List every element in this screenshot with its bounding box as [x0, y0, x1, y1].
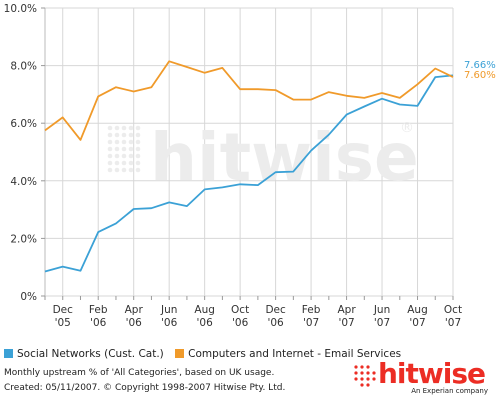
- x-tick-label-year: '07: [338, 317, 354, 329]
- watermark-dot: [135, 146, 141, 152]
- x-tick-label-month: Apr: [125, 304, 144, 316]
- watermark-dot: [135, 139, 141, 145]
- footnote-line-1: Monthly upstream % of 'All Categories', …: [4, 368, 275, 378]
- watermark-dot: [128, 153, 134, 159]
- watermark-dot: [121, 146, 127, 152]
- watermark-dot: [128, 125, 134, 131]
- x-tick-label-month: Aug: [407, 304, 428, 316]
- line-chart: hitwise® 0%2.0%4.0%6.0%8.0%10.0% Dec'05F…: [4, 3, 496, 329]
- watermark-dot: [121, 153, 127, 159]
- logo-tagline: An Experian company: [411, 387, 488, 395]
- x-tick-label-month: Jun: [373, 304, 390, 316]
- watermark-dot: [121, 139, 127, 145]
- watermark-dot: [135, 132, 141, 138]
- watermark-dot: [121, 160, 127, 166]
- x-tick-label-year: '07: [374, 317, 390, 329]
- watermark-dot: [114, 160, 120, 166]
- x-tick-label-month: Dec: [53, 304, 74, 316]
- watermark-dot: [107, 146, 113, 152]
- watermark-dot: [114, 167, 120, 173]
- x-tick-label-month: Oct: [444, 304, 462, 316]
- x-tick-label-month: Dec: [265, 304, 286, 316]
- y-tick-label: 4.0%: [10, 176, 37, 188]
- watermark-dot: [107, 153, 113, 159]
- x-tick-label-year: '06: [267, 317, 284, 329]
- x-tick-label-year: '07: [409, 317, 425, 329]
- x-tick-label-month: Feb: [302, 304, 321, 316]
- end-value-label: 7.60%: [464, 70, 496, 81]
- series-lines: [44, 60, 454, 273]
- watermark-dot: [107, 160, 113, 166]
- watermark-dot: [114, 146, 120, 152]
- watermark-dot: [114, 153, 120, 159]
- legend-swatch-orange: [175, 349, 185, 358]
- watermark-dot: [121, 125, 127, 131]
- watermark-dot: [128, 132, 134, 138]
- y-tick-label: 10.0%: [4, 3, 37, 15]
- x-tick-label-year: '05: [55, 317, 71, 329]
- hitwise-logo: hitwise An Experian company: [352, 357, 494, 396]
- x-tick-label-month: Jun: [160, 304, 177, 316]
- watermark-dot: [135, 153, 141, 159]
- watermark-dot: [128, 160, 134, 166]
- legend-item-email-services: Computers and Internet - Email Services: [175, 348, 401, 360]
- x-tick-label-month: Oct: [231, 304, 249, 316]
- watermark-dot: [107, 125, 113, 131]
- x-tick-label-year: '06: [197, 317, 214, 329]
- watermark-dot: [114, 139, 120, 145]
- series-line-email-services: [44, 60, 454, 141]
- y-tick-label: 6.0%: [10, 118, 37, 130]
- end-labels: 7.66%7.60%: [464, 60, 496, 81]
- logo-wordmark: hitwise: [378, 357, 486, 390]
- x-tick-label-year: '06: [90, 317, 107, 329]
- x-tick-label-month: Feb: [89, 304, 108, 316]
- footnote-line-2: Created: 05/11/2007. © Copyright 1998-20…: [4, 383, 286, 393]
- watermark-dot: [107, 139, 113, 145]
- watermark-dot: [128, 139, 134, 145]
- end-value-label: 7.66%: [464, 60, 496, 71]
- watermark-text: hitwise: [150, 119, 419, 196]
- watermark-dot: [114, 132, 120, 138]
- watermark-dot: [107, 167, 113, 173]
- x-tick-label-year: '06: [161, 317, 178, 329]
- watermark: hitwise®: [107, 119, 419, 196]
- grid-lines: [44, 7, 454, 297]
- watermark-dot: [128, 146, 134, 152]
- x-tick-label-year: '06: [232, 317, 249, 329]
- x-tick-label-year: '07: [303, 317, 319, 329]
- watermark-dot: [121, 167, 127, 173]
- watermark-dot: [107, 132, 113, 138]
- x-tick-label-year: '06: [126, 317, 143, 329]
- y-tick-label: 0%: [20, 291, 37, 303]
- legend-swatch-blue: [4, 349, 13, 358]
- watermark-registered: ®: [400, 120, 414, 136]
- watermark-dot: [128, 167, 134, 173]
- x-tick-label-month: Aug: [194, 304, 215, 316]
- x-tick-label-month: Apr: [337, 304, 356, 316]
- x-tick-label-year: '07: [445, 317, 461, 329]
- y-tick-label: 8.0%: [10, 61, 37, 73]
- y-tick-label: 2.0%: [10, 233, 37, 245]
- y-axis-ticks: 0% 2.0% 4.0% 6.0% 8.0% 10.0%: [4, 3, 45, 303]
- watermark-dot: [121, 132, 127, 138]
- legend-label: Social Networks (Cust. Cat.): [17, 348, 164, 360]
- watermark-dot: [135, 160, 141, 166]
- watermark-dot: [135, 125, 141, 131]
- logo-dots-icon: [354, 365, 376, 387]
- watermark-dot: [135, 167, 141, 173]
- watermark-dot: [114, 125, 120, 131]
- x-axis-ticks: Dec'05Feb'06Apr'06Jun'06Aug'06Oct'06Dec'…: [44, 296, 462, 329]
- series-line-social-networks: [44, 74, 454, 273]
- legend-item-social-networks: Social Networks (Cust. Cat.): [4, 348, 164, 360]
- legend-label: Computers and Internet - Email Services: [188, 348, 402, 360]
- legend: Social Networks (Cust. Cat.) Computers a…: [4, 348, 409, 360]
